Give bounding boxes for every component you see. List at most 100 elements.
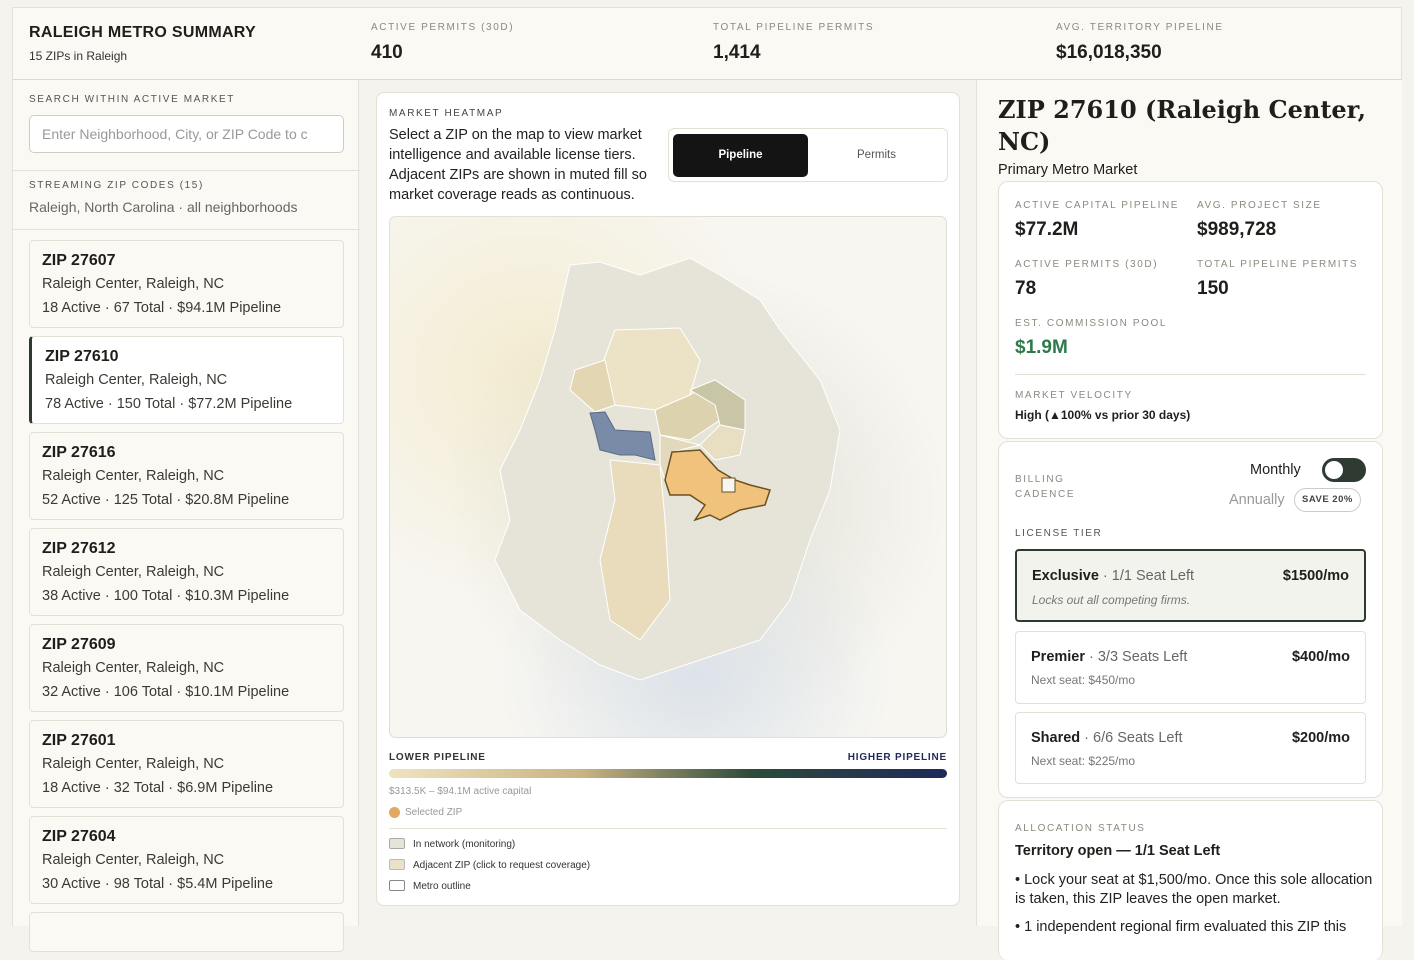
- key-swatch: [389, 838, 405, 849]
- metric-label: AVG. PROJECT SIZE: [1197, 200, 1322, 211]
- switch-knob: [1325, 461, 1343, 479]
- metrics-card: ACTIVE CAPITAL PIPELINE $77.2M AVG. PROJEC…: [998, 181, 1383, 439]
- billing-label: BILLING CADENCE: [1015, 474, 1076, 500]
- tier-name: Shared: [1031, 730, 1081, 746]
- tier-seats: · 6/6 Seats Left: [1084, 730, 1183, 746]
- zip-title: ZIP 27601: [42, 732, 116, 749]
- tier-price: $400/mo: [1291, 649, 1350, 665]
- selected-swatch: [389, 807, 400, 818]
- zip-card[interactable]: [29, 912, 344, 952]
- tier-card[interactable]: Premier · 3/3 Seats Left $400/mo Next seat:…: [1015, 631, 1366, 704]
- detail-subtitle: Primary Metro Market: [998, 162, 1138, 178]
- zip-region[interactable]: [589, 411, 656, 461]
- zip-stats: 38 Active · 100 Total · $10.3M Pipeline: [42, 588, 290, 604]
- tier-note: Locks out all competing firms.: [1032, 593, 1191, 607]
- stat-label: TOTAL PIPELINE PERMITS: [713, 22, 875, 33]
- zip-card[interactable]: ZIP 27601 Raleigh Center, Raleigh, NC 18 A…: [29, 720, 344, 808]
- allocation-card: ALLOCATION STATUS Territory open — 1/1 S…: [998, 800, 1383, 960]
- save-badge: SAVE 20%: [1294, 488, 1361, 512]
- billing-card: BILLING CADENCE Monthly Annually SAVE 20…: [998, 441, 1383, 798]
- key-label: Metro outline: [413, 881, 471, 892]
- stat-value: 1,414: [713, 42, 761, 63]
- legend-gradient: [389, 769, 947, 778]
- toggle-option[interactable]: Pipeline: [673, 134, 808, 177]
- zip-region[interactable]: [569, 359, 616, 413]
- allocation-item: • 1 independent regional firm evaluated …: [1015, 919, 1347, 935]
- zip-stats: 30 Active · 98 Total · $5.4M Pipeline: [42, 876, 274, 892]
- legend-low: LOWER PIPELINE: [389, 752, 486, 763]
- map-panel: MARKET HEATMAP Select a ZIP on the map t…: [376, 92, 960, 906]
- legend-high: HIGHER PIPELINE: [847, 752, 947, 763]
- zip-stats: 32 Active · 106 Total · $10.1M Pipeline: [42, 684, 290, 700]
- zip-title: ZIP 27609: [42, 636, 116, 653]
- allocation-item: • Lock your seat at $1,500/mo. Once this…: [1015, 872, 1373, 907]
- tier-row: Exclusive · 1/1 Seat Left: [1032, 568, 1194, 584]
- zip-title: ZIP 27607: [42, 252, 116, 269]
- divider: [1015, 374, 1366, 375]
- detail-panel: ZIP 27610 (Raleigh Center, NC) Primary M…: [976, 80, 1402, 960]
- zip-card[interactable]: ZIP 27610 Raleigh Center, Raleigh, NC 78 A…: [29, 336, 344, 424]
- zip-location: Raleigh Center, Raleigh, NC: [42, 564, 225, 580]
- tier-label: LICENSE TIER: [1015, 528, 1103, 539]
- stat-label: ACTIVE PERMITS (30D): [371, 22, 515, 33]
- tier-seats: · 1/1 Seat Left: [1102, 568, 1195, 584]
- metric-value: 150: [1197, 278, 1229, 299]
- metric-value: 78: [1015, 278, 1037, 299]
- key-swatch: [389, 880, 405, 891]
- zip-region[interactable]: [699, 424, 746, 461]
- tier-row: Shared · 6/6 Seats Left: [1031, 730, 1183, 746]
- header-subtitle: 15 ZIPs in Raleigh: [29, 49, 128, 63]
- tier-price: $1500/mo: [1282, 568, 1349, 584]
- tier-row: Premier · 3/3 Seats Left: [1031, 649, 1187, 665]
- tier-price: $200/mo: [1291, 730, 1350, 746]
- key-label: Adjacent ZIP (click to request coverage): [413, 860, 591, 871]
- list-label: STREAMING ZIP CODES (15): [29, 180, 204, 191]
- stat-label: AVG. TERRITORY PIPELINE: [1056, 22, 1224, 33]
- divider: [389, 828, 947, 829]
- tier-name: Premier: [1031, 649, 1086, 665]
- zip-card[interactable]: ZIP 27609 Raleigh Center, Raleigh, NC 32 A…: [29, 624, 344, 712]
- zip-title: ZIP 27610: [45, 348, 119, 365]
- metric-value: $1.9M: [1015, 337, 1068, 358]
- zip-card[interactable]: ZIP 27612 Raleigh Center, Raleigh, NC 38 A…: [29, 528, 344, 616]
- tier-card[interactable]: Shared · 6/6 Seats Left $200/mo Next seat: …: [1015, 712, 1366, 784]
- allocation-title: Territory open — 1/1 Seat Left: [1015, 843, 1221, 859]
- zip-stats: 78 Active · 150 Total · $77.2M Pipeline: [45, 396, 293, 412]
- zip-card[interactable]: ZIP 27604 Raleigh Center, Raleigh, NC 30 A…: [29, 816, 344, 904]
- zip-title: ZIP 27616: [42, 444, 116, 461]
- summary-header: RALEIGH METRO SUMMARY 15 ZIPs in Raleigh…: [12, 7, 1402, 80]
- zip-card[interactable]: ZIP 27607 Raleigh Center, Raleigh, NC 18 A…: [29, 240, 344, 328]
- selected-label: Selected ZIP: [405, 807, 463, 818]
- toggle-option[interactable]: Permits: [857, 149, 896, 161]
- velocity-label: MARKET VELOCITY: [1015, 390, 1133, 401]
- sidebar: SEARCH WITHIN ACTIVE MARKET Enter Neighb…: [12, 80, 360, 952]
- tier-note: Next seat: $225/mo: [1031, 754, 1136, 768]
- zip-region[interactable]: [599, 459, 671, 641]
- zip-title: ZIP 27612: [42, 540, 116, 557]
- zip-region[interactable]: [664, 449, 771, 522]
- zip-card[interactable]: ZIP 27616 Raleigh Center, Raleigh, NC 52 A…: [29, 432, 344, 520]
- header-title: RALEIGH METRO SUMMARY: [29, 24, 257, 41]
- zip-title: ZIP 27604: [42, 828, 116, 845]
- monthly-label: Monthly: [1250, 462, 1301, 478]
- metric-label: ACTIVE CAPITAL PIPELINE: [1015, 200, 1180, 211]
- zip-location: Raleigh Center, Raleigh, NC: [42, 756, 225, 772]
- legend-range: $313.5K – $94.1M active capital: [389, 786, 532, 797]
- detail-title: ZIP 27610 (Raleigh Center, NC): [998, 95, 1366, 156]
- zip-region: [721, 477, 736, 493]
- zip-stats: 18 Active · 32 Total · $6.9M Pipeline: [42, 780, 274, 796]
- map-label: MARKET HEATMAP: [389, 108, 504, 119]
- tier-card[interactable]: Exclusive · 1/1 Seat Left $1500/mo Locks ou…: [1015, 549, 1366, 622]
- cadence-switch[interactable]: [1322, 458, 1366, 482]
- metric-label: TOTAL PIPELINE PERMITS: [1197, 259, 1359, 270]
- zip-location: Raleigh Center, Raleigh, NC: [42, 660, 225, 676]
- search-input[interactable]: Enter Neighborhood, City, or ZIP Code to…: [29, 115, 344, 153]
- stat-value: $16,018,350: [1056, 42, 1162, 63]
- velocity-value: High (▲100% vs prior 30 days): [1015, 408, 1191, 422]
- allocation-label: ALLOCATION STATUS: [1015, 823, 1146, 834]
- metric-value: $77.2M: [1015, 219, 1079, 240]
- heatmap: [389, 216, 947, 738]
- divider: [13, 229, 360, 230]
- map-description: Select a ZIP on the map to view market i…: [389, 127, 647, 203]
- zip-location: Raleigh Center, Raleigh, NC: [42, 468, 225, 484]
